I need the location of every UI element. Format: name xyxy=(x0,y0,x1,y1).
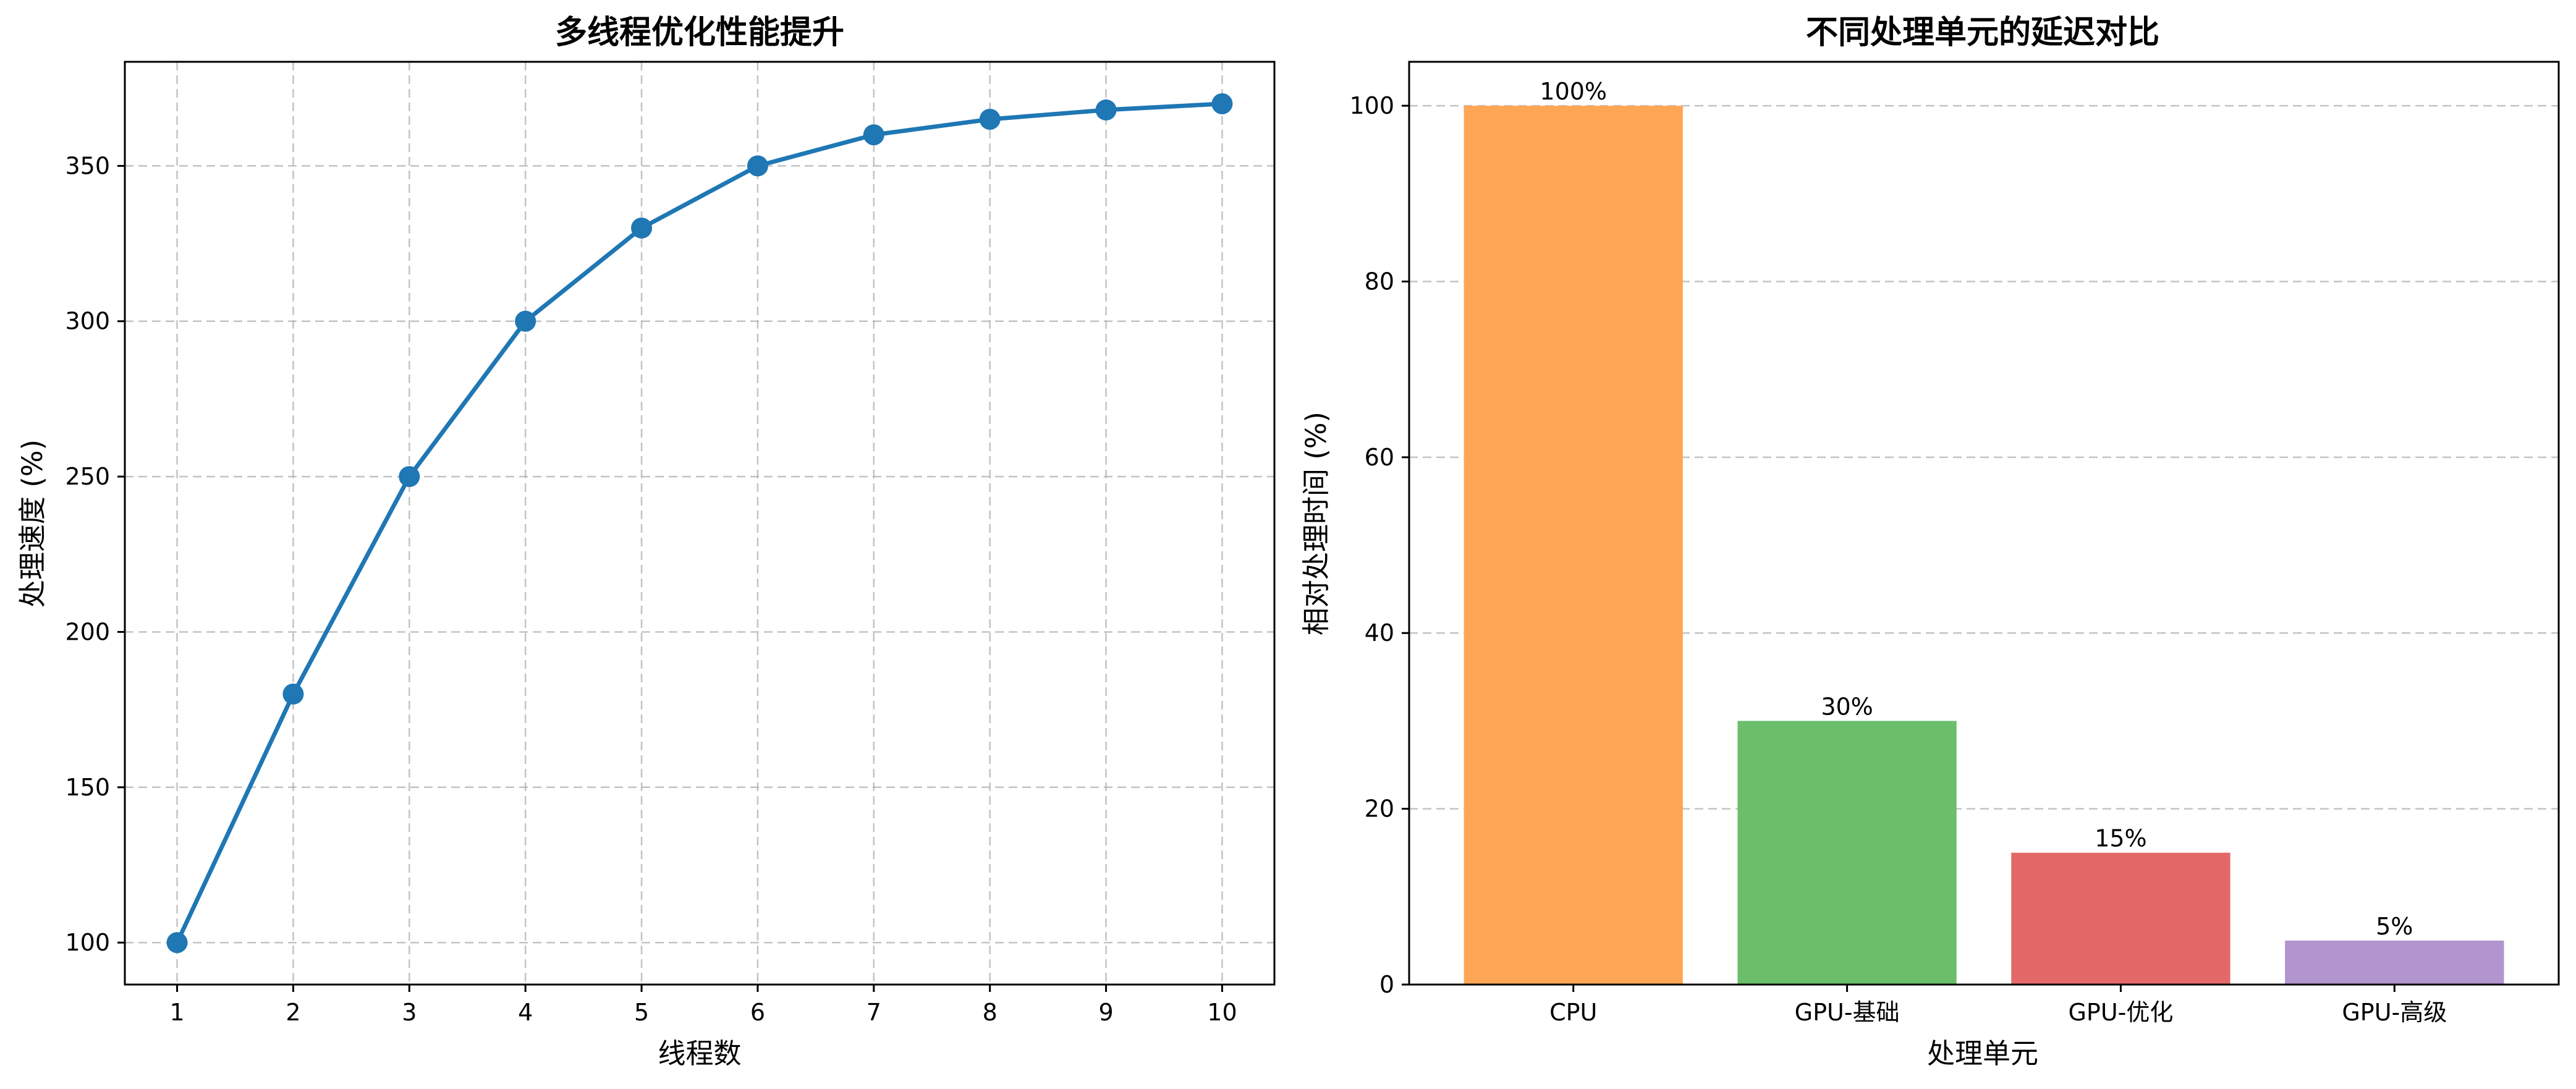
left-y-tick-label: 150 xyxy=(65,774,110,801)
right-bar xyxy=(2011,852,2231,985)
left-x-tick-label: 2 xyxy=(286,999,300,1026)
right-x-tick-label: CPU xyxy=(1549,999,1597,1026)
left-x-tick-label: 5 xyxy=(634,999,649,1026)
right-x-tick-label: GPU-优化 xyxy=(2068,999,2173,1026)
left-data-point xyxy=(399,466,420,488)
left-y-tick-label: 100 xyxy=(65,929,110,956)
left-y-tick-label: 350 xyxy=(65,152,110,179)
right-plot-frame xyxy=(1408,61,2560,986)
left-series xyxy=(166,93,1233,954)
right-y-axis-label: 相对处理时间 (%) xyxy=(1300,412,1332,635)
right-y-tick-label: 60 xyxy=(1365,444,1394,471)
right-x-tick-label: GPU-高级 xyxy=(2342,999,2447,1026)
right-bar-value-label: 15% xyxy=(2095,825,2146,852)
right-y-tick-label: 0 xyxy=(1379,971,1394,998)
right-bar xyxy=(1464,106,1683,985)
left-y-axis-label: 处理速度 (%) xyxy=(16,439,49,608)
left-data-point xyxy=(631,217,653,239)
right-bar-value-label: 30% xyxy=(1821,693,1873,720)
thread-performance-chart: 多线程优化性能提升 线程数 处理速度 (%) 1 2 3 4 5 6 7 8 9 10 100 150… xyxy=(16,14,1276,1070)
left-x-tick-label: 10 xyxy=(1207,999,1237,1026)
left-x-tick-label: 3 xyxy=(402,999,417,1026)
left-x-tick-label: 6 xyxy=(750,999,765,1026)
right-y-tick-label: 40 xyxy=(1365,619,1394,646)
right-bar-value-label: 5% xyxy=(2376,913,2413,940)
right-y-tick-label: 20 xyxy=(1365,795,1394,823)
left-chart-title: 多线程优化性能提升 xyxy=(555,14,844,51)
left-x-axis-label: 线程数 xyxy=(658,1037,741,1070)
right-y-tick-label: 100 xyxy=(1349,92,1394,119)
left-x-tick-label: 9 xyxy=(1098,999,1113,1026)
left-y-tick-label: 250 xyxy=(65,463,110,490)
right-ticks: 0 20 40 60 80 100 CPU GPU-基础 GPU-优化 GPU-高级 xyxy=(1349,92,2447,1026)
right-x-axis-label: 处理单元 xyxy=(1927,1037,2038,1070)
left-y-tick-label: 300 xyxy=(65,308,110,335)
left-grid xyxy=(125,62,1274,985)
right-bar xyxy=(2285,940,2504,985)
left-ticks: 1 2 3 4 5 6 7 8 9 10 100 150 200 250 300 350 xyxy=(65,152,1237,1026)
left-data-point xyxy=(166,932,188,954)
right-x-tick-label: GPU-基础 xyxy=(1795,999,1900,1026)
right-chart-title: 不同处理单元的延迟对比 xyxy=(1806,14,2159,51)
left-x-tick-label: 1 xyxy=(169,999,184,1026)
left-x-tick-label: 4 xyxy=(518,999,533,1026)
left-data-point xyxy=(863,124,884,146)
latency-comparison-chart: 不同处理单元的延迟对比 处理单元 相对处理时间 (%) 0 20 40 60 80 100… xyxy=(1300,14,2560,1070)
left-data-point xyxy=(747,155,768,177)
left-data-point xyxy=(979,108,1001,130)
left-plot-frame xyxy=(124,61,1276,986)
left-data-point xyxy=(1211,93,1233,114)
right-bar-value-label: 100% xyxy=(1540,78,1607,105)
left-y-tick-label: 200 xyxy=(65,618,110,645)
right-bar xyxy=(1737,721,1957,985)
left-data-point xyxy=(282,683,304,705)
right-bars: 100% 30% 15% 5% xyxy=(1464,78,2504,985)
left-x-tick-label: 7 xyxy=(866,999,881,1026)
left-data-point xyxy=(1095,99,1117,121)
left-data-point xyxy=(515,310,536,332)
left-series-line xyxy=(175,101,1222,944)
right-y-tick-label: 80 xyxy=(1365,268,1394,295)
left-x-tick-label: 8 xyxy=(983,999,998,1026)
